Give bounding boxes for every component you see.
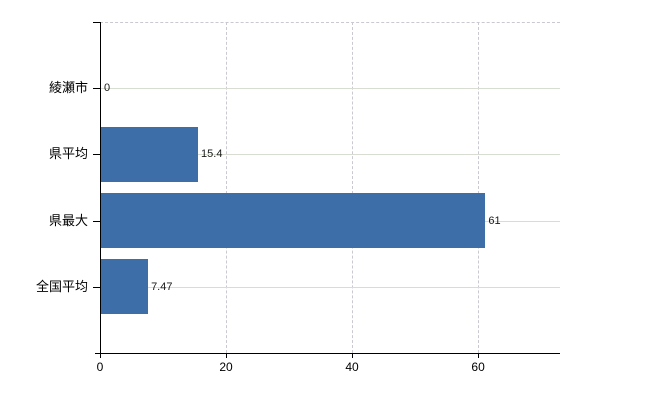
plot-top-border	[100, 22, 560, 23]
category-axis-tick	[93, 286, 100, 288]
category-axis-end-tick	[93, 22, 100, 23]
category-label: 県最大	[48, 212, 88, 228]
category-axis-tick	[93, 220, 100, 222]
y-axis-line	[100, 22, 101, 354]
x-tick-label: 0	[96, 360, 104, 374]
category-gridline	[100, 88, 560, 90]
chart-bar[interactable]	[101, 259, 149, 315]
chart-bar[interactable]	[101, 193, 486, 249]
x-axis-tick	[352, 353, 354, 358]
x-axis-tick	[226, 353, 228, 358]
chart-bar[interactable]	[101, 126, 199, 182]
category-label: 綾瀬市	[48, 80, 88, 96]
x-tick-label: 40	[345, 360, 359, 374]
category-gridline	[100, 286, 560, 288]
category-axis-tick	[93, 88, 100, 90]
bar-value-label: 61	[488, 214, 501, 227]
bar-value-label: 7.47	[151, 280, 173, 293]
x-axis-tick	[478, 353, 480, 358]
x-tick-label: 20	[219, 360, 233, 374]
x-axis-line	[95, 353, 560, 354]
bar-value-label: 0	[104, 82, 111, 95]
x-gridline	[478, 22, 480, 353]
x-axis-tick	[100, 353, 101, 358]
category-gridline	[100, 154, 560, 156]
category-label: 全国平均	[35, 278, 88, 294]
x-gridline	[226, 22, 228, 353]
x-tick-label: 60	[471, 360, 485, 374]
bar-value-label: 15.4	[201, 148, 223, 161]
x-gridline	[352, 22, 354, 353]
category-label: 県平均	[48, 146, 88, 162]
category-axis-tick	[93, 154, 100, 156]
